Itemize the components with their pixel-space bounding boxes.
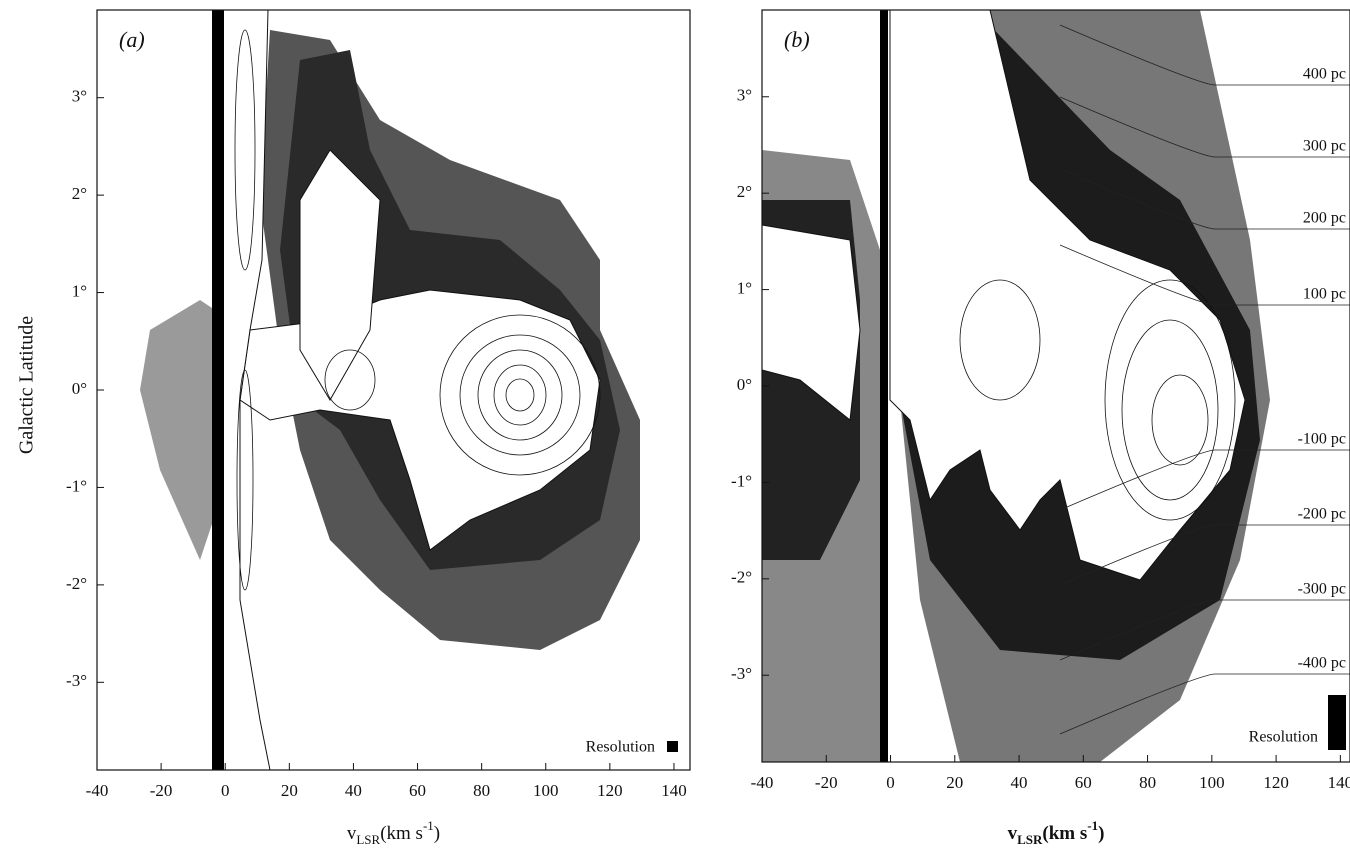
x-tick-label: 40	[1011, 773, 1028, 792]
contour-line	[236, 369, 254, 591]
x-tick-label: -20	[815, 773, 838, 792]
distance-curve	[1059, 244, 1350, 306]
x-tick-label: 80	[473, 781, 490, 800]
distance-label: -400 pc	[1298, 655, 1346, 672]
y-axis-label: Galactic Latitude	[16, 316, 38, 454]
distance-label: -300 pc	[1298, 581, 1346, 598]
distance-curve	[1059, 599, 1350, 661]
y-tick-label: 3°	[737, 86, 752, 105]
x-tick-label: 140	[1328, 773, 1350, 792]
y-tick-label: 2°	[72, 184, 87, 203]
y-tick-label: -1°	[731, 471, 752, 490]
distance-curve	[1059, 524, 1350, 586]
x-tick-label: 20	[281, 781, 298, 800]
resolution-label: Resolution	[1249, 729, 1318, 746]
x-tick-label: 60	[1075, 773, 1092, 792]
y-tick-label: -2°	[66, 574, 87, 593]
emission-region	[140, 300, 230, 560]
x-axis-label-part: (km s	[1042, 823, 1087, 844]
distance-curve	[1059, 24, 1350, 86]
emission-region	[299, 149, 381, 401]
x-axis-label: vLSR(km s-1)	[1008, 818, 1105, 847]
y-tick-label: -1°	[66, 476, 87, 495]
zero-velocity-band	[880, 10, 888, 762]
y-tick-label: 3°	[72, 87, 87, 106]
x-axis-label: vLSR(km s-1)	[347, 818, 440, 847]
y-tick-label: 0°	[737, 375, 752, 394]
x-axis-label-part: -1	[423, 818, 434, 833]
panel-label: (b)	[784, 27, 810, 52]
y-tick-label: 0°	[72, 379, 87, 398]
distance-curve	[1059, 96, 1350, 158]
x-axis-label-part: -1	[1087, 818, 1098, 833]
x-tick-label: 140	[661, 781, 687, 800]
x-tick-label: 0	[221, 781, 230, 800]
resolution-beam	[667, 741, 678, 752]
contour-line	[959, 279, 1041, 401]
distance-curve	[1059, 449, 1350, 511]
x-tick-label: -20	[150, 781, 173, 800]
x-tick-label: 100	[533, 781, 559, 800]
panel: -40 -20 0 20 40 60 80 100 120 140 -3° -2° -1° 0° 1° 2° 3…	[66, 9, 691, 847]
x-tick-label: -40	[86, 781, 109, 800]
x-axis-label-part: LSR	[356, 832, 380, 847]
y-tick-label: -3°	[731, 664, 752, 683]
x-tick-label: 100	[1199, 773, 1225, 792]
x-tick-label: 80	[1139, 773, 1156, 792]
contour-line	[505, 378, 535, 412]
x-tick-label: 20	[946, 773, 963, 792]
x-axis-label-part: )	[1098, 823, 1104, 844]
x-tick-label: 120	[597, 781, 623, 800]
distance-label: 200 pc	[1303, 210, 1346, 227]
y-tick-label: 1°	[72, 281, 87, 300]
distance-label: -200 pc	[1298, 506, 1346, 523]
resolution-beam	[1328, 695, 1346, 750]
resolution-label: Resolution	[586, 739, 655, 756]
contour-line	[477, 349, 563, 441]
distance-label: 300 pc	[1303, 138, 1346, 155]
y-tick-label: -2°	[731, 568, 752, 587]
distance-curve	[1059, 168, 1350, 230]
x-tick-label: 0	[886, 773, 895, 792]
panel-label: (a)	[119, 27, 145, 52]
x-tick-label: 60	[409, 781, 426, 800]
y-tick-label: 2°	[737, 182, 752, 201]
contour-line	[324, 349, 376, 411]
distance-label: -100 pc	[1298, 431, 1346, 448]
x-axis-label-part: (km s	[380, 823, 423, 844]
contour-line	[459, 334, 581, 456]
contour-line	[1151, 374, 1209, 466]
distance-curve	[1059, 673, 1350, 735]
x-tick-label: 40	[345, 781, 362, 800]
panel: -40 -20 0 20 40 60 80 100 120 140 -3° -2° -1° 0° 1° 2° 3…	[731, 9, 1350, 847]
x-tick-label: -40	[751, 773, 774, 792]
x-tick-label: 120	[1263, 773, 1289, 792]
distance-label: 400 pc	[1303, 66, 1346, 83]
x-axis-label-part: )	[434, 823, 440, 844]
zero-velocity-band	[212, 10, 224, 770]
contour-line	[1104, 279, 1236, 521]
contour-line	[1121, 319, 1219, 501]
y-tick-label: 1°	[737, 278, 752, 297]
y-tick-label: -3°	[66, 671, 87, 690]
contour-line	[234, 29, 256, 271]
distance-label: 100 pc	[1303, 286, 1346, 303]
x-axis-label-part: v	[347, 823, 357, 844]
emission-region	[889, 9, 1246, 581]
contour-line	[439, 314, 601, 476]
x-axis-label-part: v	[1008, 823, 1018, 844]
x-axis-label-part: LSR	[1017, 832, 1043, 847]
contour-line	[493, 364, 547, 426]
